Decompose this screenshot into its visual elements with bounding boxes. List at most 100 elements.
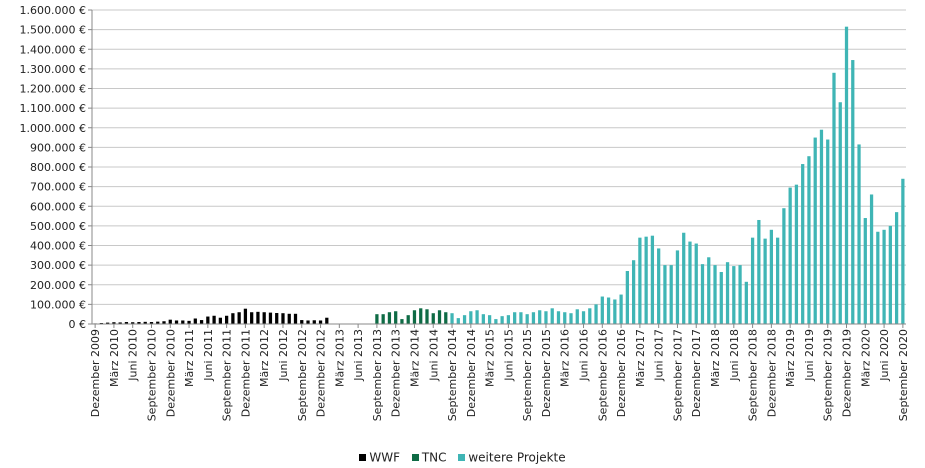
bar-weitere-projekte — [600, 296, 604, 324]
y-tick-label: 1.200.000 € — [20, 83, 86, 96]
legend-swatch-wwf — [359, 454, 367, 462]
bar-wwf — [243, 308, 248, 324]
bar-weitere-projekte — [700, 264, 705, 324]
bar-wwf — [106, 322, 110, 324]
bar-weitere-projekte — [794, 184, 799, 324]
bar-wwf — [237, 312, 241, 324]
bar-weitere-projekte — [669, 265, 673, 324]
bar-weitere-projekte — [475, 310, 479, 324]
bar-wwf — [143, 321, 147, 324]
bar-weitere-projekte — [550, 308, 554, 324]
bar-weitere-projekte — [650, 235, 655, 324]
y-tick-label: 200.000 € — [30, 279, 86, 292]
legend-item-wwf: WWF — [359, 450, 400, 465]
x-tick-label: September 2017 — [671, 329, 684, 421]
bar-weitere-projekte — [844, 26, 849, 325]
y-tick-label: 700.000 € — [30, 181, 86, 194]
x-tick-label: Dezember 2009 — [89, 329, 102, 417]
bar-weitere-projekte — [707, 257, 711, 324]
x-tick-label: Juni 2020 — [878, 329, 891, 382]
bar-wwf — [231, 313, 235, 324]
legend-label-weitere-projekte: weitere Projekte — [468, 450, 566, 465]
bar-wwf — [156, 321, 160, 324]
bar-weitere-projekte — [556, 311, 561, 324]
bar-weitere-projekte — [613, 299, 617, 324]
bar-wwf — [281, 313, 285, 324]
bar-weitere-projekte — [713, 265, 717, 324]
bar-weitere-projekte — [506, 315, 511, 324]
bar-weitere-projekte — [782, 208, 786, 324]
bar-weitere-projekte — [876, 231, 880, 324]
bar-tnc — [375, 314, 379, 324]
bar-wwf — [218, 317, 222, 324]
bar-weitere-projekte — [481, 314, 485, 324]
x-tick-label: Dezember 2017 — [690, 329, 703, 417]
x-tick-label: September 2020 — [897, 329, 910, 421]
axes — [91, 10, 906, 325]
bar-weitere-projekte — [901, 178, 905, 324]
bar-weitere-projekte — [469, 311, 473, 324]
bar-tnc — [381, 314, 385, 324]
bar-wwf — [187, 320, 191, 324]
x-tick-label: Juni 2016 — [578, 329, 591, 382]
bar-wwf — [149, 322, 154, 324]
bar-wwf — [262, 312, 266, 324]
x-axis-ticks: Dezember 2009 März 2010 Juni 2010 September… — [89, 324, 910, 421]
x-tick-label: September 2013 — [371, 329, 384, 421]
bar-weitere-projekte — [644, 236, 648, 324]
x-tick-label: März 2011 — [183, 329, 196, 387]
bar-wwf — [256, 311, 260, 324]
bar-weitere-projekte — [813, 137, 817, 324]
bar-weitere-projekte — [450, 313, 454, 324]
bar-weitere-projekte — [575, 309, 579, 324]
bar-tnc — [394, 311, 398, 324]
x-tick-label: September 2015 — [521, 329, 534, 421]
bar-tnc — [419, 308, 423, 324]
bar-weitere-projekte — [657, 248, 661, 324]
bar-tnc — [387, 312, 392, 324]
bar-tnc — [437, 310, 442, 324]
bar-wwf — [250, 312, 254, 324]
y-tick-label: 1.600.000 € — [20, 4, 86, 17]
bar-wwf — [268, 312, 273, 324]
y-tick-label: 400.000 € — [30, 240, 86, 253]
y-tick-label: 900.000 € — [30, 141, 86, 154]
x-tick-label: Juni 2014 — [427, 329, 440, 382]
x-tick-label: September 2012 — [296, 329, 309, 421]
bar-weitere-projekte — [832, 72, 836, 324]
x-tick-label: Dezember 2010 — [164, 329, 177, 417]
x-tick-label: September 2011 — [221, 329, 234, 421]
bar-weitere-projekte — [894, 212, 899, 324]
y-tick-label: 300.000 € — [30, 259, 86, 272]
x-tick-label: September 2016 — [596, 329, 609, 421]
bar-weitere-projekte — [725, 262, 730, 324]
x-tick-label: März 2020 — [859, 329, 872, 387]
bar-weitere-projekte — [663, 265, 667, 324]
x-tick-label: Dezember 2014 — [465, 329, 478, 417]
x-tick-label: März 2013 — [333, 329, 346, 387]
bar-wwf — [318, 320, 323, 324]
x-tick-label: Dezember 2013 — [390, 329, 403, 417]
y-tick-label: 500.000 € — [30, 220, 86, 233]
bar-tnc — [400, 319, 404, 324]
bar-tnc — [412, 310, 417, 324]
bar-weitere-projekte — [675, 250, 680, 324]
x-tick-label: Juni 2012 — [277, 329, 290, 382]
x-tick-label: Juni 2017 — [653, 329, 666, 382]
y-tick-label: 800.000 € — [30, 161, 86, 174]
bar-weitere-projekte — [563, 312, 567, 324]
x-tick-label: September 2018 — [747, 329, 760, 421]
bar-wwf — [293, 313, 298, 324]
bar-weitere-projekte — [500, 316, 504, 324]
x-tick-label: März 2019 — [784, 329, 797, 387]
bar-weitere-projekte — [619, 294, 623, 324]
bar-weitere-projekte — [494, 319, 498, 324]
bar-weitere-projekte — [525, 314, 529, 324]
x-tick-label: Juni 2019 — [803, 329, 816, 382]
bar-weitere-projekte — [863, 218, 867, 324]
bar-wwf — [206, 316, 210, 324]
x-tick-label: Dezember 2018 — [765, 329, 778, 417]
x-tick-label: März 2016 — [559, 329, 572, 387]
bar-wwf — [325, 317, 329, 324]
